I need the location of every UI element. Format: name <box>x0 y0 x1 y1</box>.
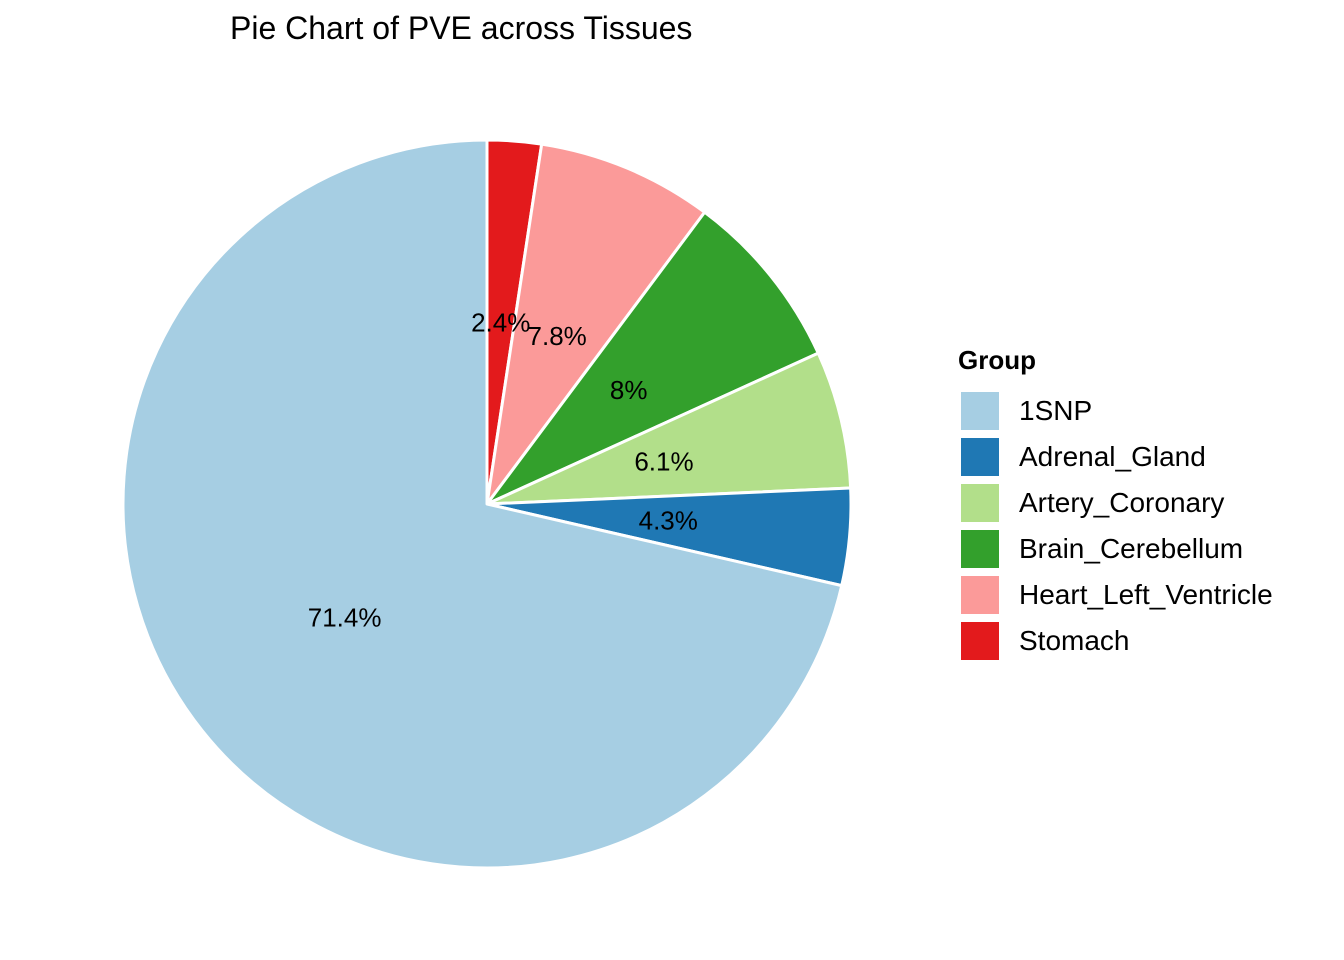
slice-label-brain-cerebellum: 8% <box>610 375 648 405</box>
legend-label-adrenal-gland: Adrenal_Gland <box>1019 441 1206 472</box>
legend-item-heart-left-ventricle: Heart_Left_Ventricle <box>958 572 1273 618</box>
legend-swatch-artery-coronary <box>961 484 999 522</box>
legend-label-artery-coronary: Artery_Coronary <box>1019 487 1225 518</box>
legend-swatch-brain-cerebellum <box>961 530 999 568</box>
legend-items: 1SNP Adrenal_Gland Artery_Coronary Brain_Ce… <box>958 388 1273 664</box>
legend-item-brain-cerebellum: Brain_Cerebellum <box>958 526 1273 572</box>
legend-item-stomach: Stomach <box>958 618 1273 664</box>
pie-slice-brain-cerebellum <box>485 210 820 506</box>
pie-slices <box>121 138 853 870</box>
legend-label-1snp: 1SNP <box>1019 395 1093 426</box>
pie-slice-1snp <box>121 138 844 870</box>
legend-label-stomach: Stomach <box>1019 625 1130 656</box>
legend-swatch-heart-left-ventricle <box>961 576 999 614</box>
legend-swatch-adrenal-gland <box>961 438 999 476</box>
pie-slice-heart-left-ventricle <box>485 142 707 506</box>
legend-label-heart-left-ventricle: Heart_Left_Ventricle <box>1019 579 1273 610</box>
slice-label-heart-left-ventricle: 7.8% <box>528 321 587 351</box>
slice-label-adrenal-gland: 4.3% <box>639 506 698 536</box>
legend-title: Group <box>958 345 1036 375</box>
pie-slice-artery-coronary <box>485 351 853 506</box>
legend-item-artery-coronary: Artery_Coronary <box>958 480 1273 526</box>
chart-title: Pie Chart of PVE across Tissues <box>230 10 693 46</box>
slice-label-1snp: 71.4% <box>308 602 382 632</box>
legend-swatch-1snp <box>961 392 999 430</box>
slice-labels: 2.4%7.8% 8% 6.1% 4.3% 71.4% <box>308 308 698 633</box>
legend: Group 1SNP Adrenal_Gland Artery_Coronary Br… <box>958 342 1273 664</box>
slice-label-artery-coronary: 6.1% <box>634 447 693 477</box>
legend-label-brain-cerebellum: Brain_Cerebellum <box>1019 533 1244 564</box>
legend-swatch-stomach <box>961 622 999 660</box>
slice-label-stomach: 2.4% <box>471 308 530 338</box>
legend-item-adrenal-gland: Adrenal_Gland <box>958 434 1273 480</box>
legend-item-1snp: 1SNP <box>958 388 1273 434</box>
